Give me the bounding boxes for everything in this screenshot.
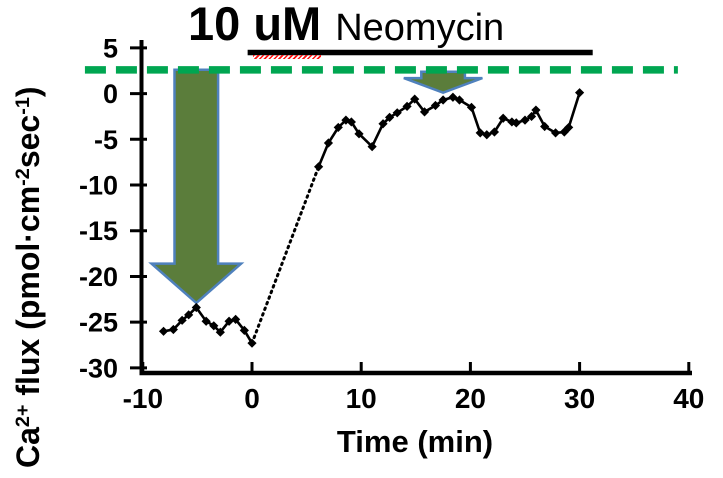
data-point-marker [367, 142, 377, 152]
data-point-marker [526, 111, 537, 122]
x-tick-label: 0 [244, 383, 260, 414]
treatment-duration-bar [247, 49, 593, 56]
data-point-marker [564, 122, 574, 133]
y-tick-label: -5 [94, 125, 118, 155]
y-axis-title: Ca2+ flux (pmol·cm-2sec-1) [10, 16, 47, 468]
data-point-marker [511, 118, 521, 128]
data-point-marker [482, 130, 492, 140]
y-axis-title-superscript: -2 [12, 168, 35, 186]
y-axis-title-superscript: -1 [12, 97, 35, 115]
data-point-marker [346, 117, 356, 127]
y-tick-label: -30 [79, 353, 118, 383]
data-point-marker [191, 302, 201, 313]
data-point-marker [201, 316, 211, 326]
y-tick-label: -20 [79, 262, 118, 292]
data-point-marker [540, 121, 550, 132]
data-point-marker [378, 119, 388, 129]
data-point-marker [475, 128, 485, 138]
data-point-marker [498, 113, 508, 123]
data-point-marker [507, 117, 517, 127]
data-point-marker [323, 138, 334, 148]
data-point-marker [419, 107, 430, 117]
data-point-marker [158, 326, 169, 336]
data-point-marker [402, 101, 412, 111]
y-axis-title-text: sec [10, 114, 46, 169]
data-point-marker [384, 112, 395, 122]
data-point-marker [333, 122, 343, 133]
data-point-marker [489, 127, 500, 137]
data-point-marker [177, 315, 187, 325]
chart-title: 10 uM Neomycin [188, 0, 505, 55]
drug-name-label: Neomycin [335, 7, 505, 49]
y-axis-title-text: Ca [10, 427, 46, 468]
data-point-marker [559, 127, 569, 137]
x-tick-label: 30 [564, 383, 595, 414]
data-point-marker [215, 327, 225, 337]
y-axis-title-superscript: 2+ [12, 404, 35, 428]
data-point-marker [231, 314, 241, 325]
y-axis-title-text: ) [10, 86, 46, 98]
data-series-line [163, 305, 254, 344]
data-point-marker [466, 102, 477, 112]
data-point-marker [520, 115, 530, 125]
x-tick-label: 20 [455, 383, 486, 414]
x-tick-label: -10 [123, 383, 163, 414]
data-point-marker [531, 105, 541, 115]
data-series-rise-segment [250, 165, 321, 345]
data-point-marker [454, 95, 465, 105]
y-tick-label: 5 [103, 33, 118, 63]
data-point-marker [438, 95, 448, 105]
small-inhibition-arrow [403, 70, 483, 95]
y-tick-label: 0 [103, 79, 118, 109]
y-tick-label: -15 [79, 216, 118, 246]
y-tick-label: -10 [79, 171, 118, 201]
data-point-marker [314, 162, 324, 172]
x-axis-title: Time (min) [336, 424, 494, 459]
x-tick-label: 40 [673, 383, 704, 414]
data-point-marker [575, 88, 585, 98]
large-inhibition-arrow [148, 68, 245, 305]
data-point-marker [430, 100, 441, 111]
data-series-line [317, 92, 581, 168]
dose-unit-label: uM [253, 0, 322, 55]
data-point-marker [224, 316, 234, 326]
data-point-marker [448, 92, 458, 102]
y-axis-title-text: flux (pmol·cm [10, 185, 46, 405]
data-point-marker [209, 321, 219, 331]
data-point-marker [239, 325, 249, 335]
y-tick-label: -25 [79, 308, 118, 338]
data-point-marker [341, 115, 351, 125]
x-tick-label: 10 [346, 383, 377, 414]
data-point-marker [247, 338, 257, 348]
data-point-marker [184, 310, 194, 320]
data-point-marker [354, 129, 364, 139]
data-point-marker [168, 324, 178, 335]
data-point-marker [392, 108, 402, 118]
data-point-marker [550, 128, 561, 138]
dose-number-label: 10 [188, 0, 254, 50]
dose-label: 10 uM [188, 0, 322, 55]
data-point-marker [410, 94, 420, 104]
